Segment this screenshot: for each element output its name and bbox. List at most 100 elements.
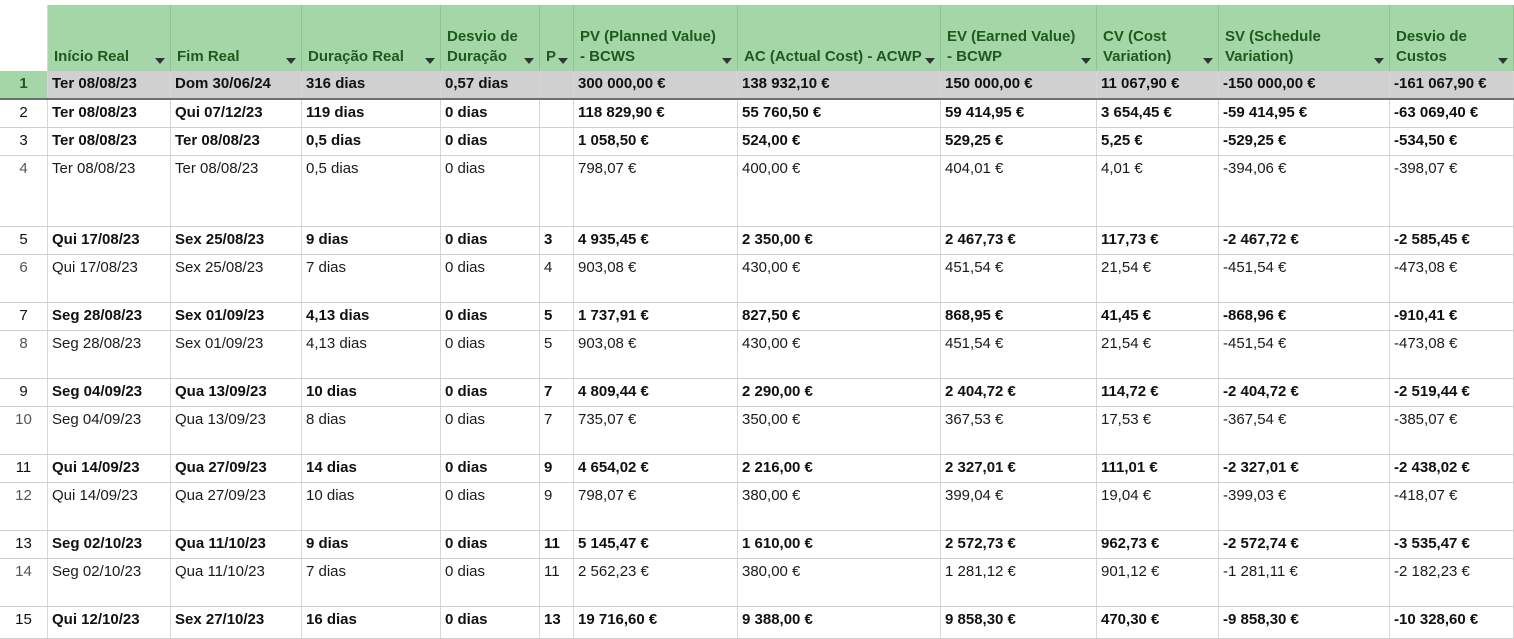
row-number[interactable]: 9 (0, 379, 48, 407)
cell-sv[interactable]: -150 000,00 € (1219, 71, 1390, 100)
cell-p[interactable]: 7 (540, 379, 574, 407)
cell-cv[interactable]: 41,45 € (1097, 303, 1219, 331)
cell-fim[interactable]: Qua 27/09/23 (171, 483, 302, 531)
table-row[interactable]: 14 Seg 02/10/23 Qua 11/10/23 7 dias 0 dias 11… (0, 559, 1514, 607)
cell-p[interactable] (540, 71, 574, 100)
column-header-pv[interactable]: PV (Planned Value) - BCWS (574, 5, 738, 71)
table-row[interactable]: 15 Qui 12/10/23 Sex 27/10/23 16 dias 0 dias 1… (0, 607, 1514, 639)
cell-ev[interactable]: 2 467,73 € (941, 227, 1097, 255)
cell-ev[interactable]: 529,25 € (941, 128, 1097, 156)
cell-desvio_custos[interactable]: -385,07 € (1390, 407, 1514, 455)
cell-sv[interactable]: -2 572,74 € (1219, 531, 1390, 559)
cell-p[interactable] (540, 128, 574, 156)
cell-desvio_custos[interactable]: -2 519,44 € (1390, 379, 1514, 407)
table-row[interactable]: 10 Seg 04/09/23 Qua 13/09/23 8 dias 0 dias 7 7… (0, 407, 1514, 455)
cell-sv[interactable]: -451,54 € (1219, 255, 1390, 303)
filter-dropdown-icon[interactable] (425, 58, 435, 64)
cell-cv[interactable]: 21,54 € (1097, 255, 1219, 303)
cell-desvio_custos[interactable]: -534,50 € (1390, 128, 1514, 156)
cell-duracao[interactable]: 16 dias (302, 607, 441, 639)
table-row[interactable]: 5 Qui 17/08/23 Sex 25/08/23 9 dias 0 dias 3 4 … (0, 227, 1514, 255)
cell-cv[interactable]: 117,73 € (1097, 227, 1219, 255)
column-header-duracao[interactable]: Duração Real (302, 5, 441, 71)
cell-inicio[interactable]: Qui 14/09/23 (48, 455, 171, 483)
cell-desvio_duracao[interactable]: 0 dias (441, 128, 540, 156)
cell-pv[interactable]: 4 809,44 € (574, 379, 738, 407)
table-row[interactable]: 1 Ter 08/08/23 Dom 30/06/24 316 dias 0,57 di… (0, 71, 1514, 100)
cell-inicio[interactable]: Seg 28/08/23 (48, 303, 171, 331)
cell-cv[interactable]: 962,73 € (1097, 531, 1219, 559)
cell-sv[interactable]: -2 467,72 € (1219, 227, 1390, 255)
column-header-desvio_custos[interactable]: Desvio de Custos (1390, 5, 1514, 71)
cell-desvio_duracao[interactable]: 0 dias (441, 303, 540, 331)
cell-inicio[interactable]: Qui 17/08/23 (48, 227, 171, 255)
cell-ac[interactable]: 2 350,00 € (738, 227, 941, 255)
row-number[interactable]: 8 (0, 331, 48, 379)
cell-cv[interactable]: 3 654,45 € (1097, 100, 1219, 128)
cell-ev[interactable]: 367,53 € (941, 407, 1097, 455)
cell-duracao[interactable]: 119 dias (302, 100, 441, 128)
cell-fim[interactable]: Qui 07/12/23 (171, 100, 302, 128)
cell-ac[interactable]: 55 760,50 € (738, 100, 941, 128)
cell-desvio_custos[interactable]: -10 328,60 € (1390, 607, 1514, 639)
cell-desvio_custos[interactable]: -161 067,90 € (1390, 71, 1514, 100)
row-number[interactable]: 12 (0, 483, 48, 531)
cell-desvio_duracao[interactable]: 0 dias (441, 156, 540, 227)
cell-duracao[interactable]: 10 dias (302, 483, 441, 531)
cell-ac[interactable]: 1 610,00 € (738, 531, 941, 559)
cell-p[interactable]: 7 (540, 407, 574, 455)
cell-pv[interactable]: 798,07 € (574, 483, 738, 531)
cell-sv[interactable]: -2 404,72 € (1219, 379, 1390, 407)
cell-sv[interactable]: -367,54 € (1219, 407, 1390, 455)
cell-ac[interactable]: 380,00 € (738, 483, 941, 531)
cell-sv[interactable]: -399,03 € (1219, 483, 1390, 531)
cell-ac[interactable]: 430,00 € (738, 331, 941, 379)
cell-ev[interactable]: 404,01 € (941, 156, 1097, 227)
cell-fim[interactable]: Qua 11/10/23 (171, 559, 302, 607)
table-row[interactable]: 8 Seg 28/08/23 Sex 01/09/23 4,13 dias 0 dias… (0, 331, 1514, 379)
cell-fim[interactable]: Ter 08/08/23 (171, 128, 302, 156)
cell-p[interactable]: 11 (540, 531, 574, 559)
cell-desvio_custos[interactable]: -2 438,02 € (1390, 455, 1514, 483)
row-number[interactable]: 3 (0, 128, 48, 156)
column-header-sv[interactable]: SV (Schedule Variation) (1219, 5, 1390, 71)
cell-cv[interactable]: 17,53 € (1097, 407, 1219, 455)
cell-sv[interactable]: -59 414,95 € (1219, 100, 1390, 128)
cell-inicio[interactable]: Seg 02/10/23 (48, 531, 171, 559)
row-number[interactable]: 13 (0, 531, 48, 559)
cell-desvio_duracao[interactable]: 0 dias (441, 607, 540, 639)
cell-desvio_duracao[interactable]: 0 dias (441, 483, 540, 531)
cell-desvio_duracao[interactable]: 0,57 dias (441, 71, 540, 100)
cell-desvio_custos[interactable]: -910,41 € (1390, 303, 1514, 331)
table-row[interactable]: 7 Seg 28/08/23 Sex 01/09/23 4,13 dias 0 dias… (0, 303, 1514, 331)
row-number[interactable]: 6 (0, 255, 48, 303)
cell-duracao[interactable]: 316 dias (302, 71, 441, 100)
filter-dropdown-icon[interactable] (558, 58, 568, 64)
cell-desvio_custos[interactable]: -2 182,23 € (1390, 559, 1514, 607)
cell-p[interactable]: 9 (540, 455, 574, 483)
cell-ac[interactable]: 400,00 € (738, 156, 941, 227)
cell-ev[interactable]: 59 414,95 € (941, 100, 1097, 128)
cell-inicio[interactable]: Qui 17/08/23 (48, 255, 171, 303)
cell-pv[interactable]: 798,07 € (574, 156, 738, 227)
cell-desvio_duracao[interactable]: 0 dias (441, 379, 540, 407)
cell-ac[interactable]: 350,00 € (738, 407, 941, 455)
cell-duracao[interactable]: 8 dias (302, 407, 441, 455)
table-row[interactable]: 4 Ter 08/08/23 Ter 08/08/23 0,5 dias 0 dias 7… (0, 156, 1514, 227)
cell-p[interactable]: 11 (540, 559, 574, 607)
cell-inicio[interactable]: Ter 08/08/23 (48, 156, 171, 227)
cell-ev[interactable]: 2 327,01 € (941, 455, 1097, 483)
cell-inicio[interactable]: Ter 08/08/23 (48, 100, 171, 128)
cell-p[interactable]: 4 (540, 255, 574, 303)
filter-dropdown-icon[interactable] (286, 58, 296, 64)
cell-pv[interactable]: 903,08 € (574, 331, 738, 379)
column-header-ac[interactable]: AC (Actual Cost) - ACWP (738, 5, 941, 71)
cell-fim[interactable]: Sex 25/08/23 (171, 227, 302, 255)
cell-cv[interactable]: 4,01 € (1097, 156, 1219, 227)
cell-inicio[interactable]: Ter 08/08/23 (48, 128, 171, 156)
cell-fim[interactable]: Qua 13/09/23 (171, 407, 302, 455)
cell-desvio_custos[interactable]: -473,08 € (1390, 331, 1514, 379)
cell-p[interactable]: 3 (540, 227, 574, 255)
row-number[interactable]: 10 (0, 407, 48, 455)
row-number[interactable]: 15 (0, 607, 48, 639)
